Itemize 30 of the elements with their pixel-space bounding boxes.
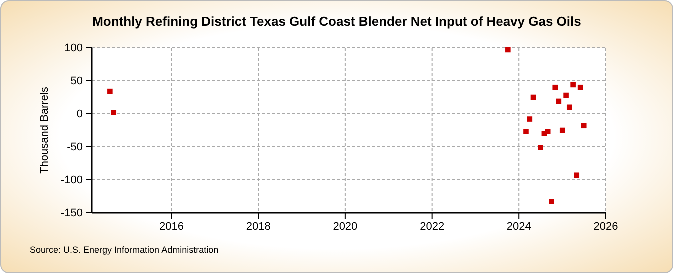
point <box>538 145 544 150</box>
y-tick-label: 0 <box>76 108 83 121</box>
point <box>564 92 569 98</box>
x-tick-label: 2020 <box>333 220 358 233</box>
y-tick-label: 100 <box>64 42 83 55</box>
x-tick-label: 2026 <box>594 220 618 233</box>
point <box>506 47 511 53</box>
y-tick-label: -50 <box>67 142 83 154</box>
point <box>111 110 117 116</box>
point <box>545 129 551 134</box>
point <box>581 123 587 129</box>
x-tick-label: 2018 <box>246 220 271 233</box>
point <box>566 104 572 110</box>
x-tick-label: 2024 <box>506 220 532 233</box>
point <box>552 84 558 90</box>
y-axis-title: Thousand Barrels <box>39 86 51 174</box>
y-tick-label: -100 <box>60 174 83 187</box>
point <box>527 116 533 122</box>
point <box>560 128 566 134</box>
chart-title: Monthly Refining District Texas Gulf Coast Blender Net Input of Heavy Gas Oils <box>92 14 582 29</box>
point <box>570 82 576 88</box>
point <box>574 172 580 178</box>
x-tick-label: 2016 <box>160 220 184 233</box>
y-tick-label: 50 <box>70 76 83 88</box>
y-tick-label: -150 <box>60 208 83 220</box>
point <box>524 129 529 134</box>
source-note: Source: U.S. Energy Information Administration <box>30 245 219 255</box>
point <box>549 199 554 204</box>
x-tick-label: 2022 <box>420 220 445 233</box>
point <box>108 88 113 94</box>
